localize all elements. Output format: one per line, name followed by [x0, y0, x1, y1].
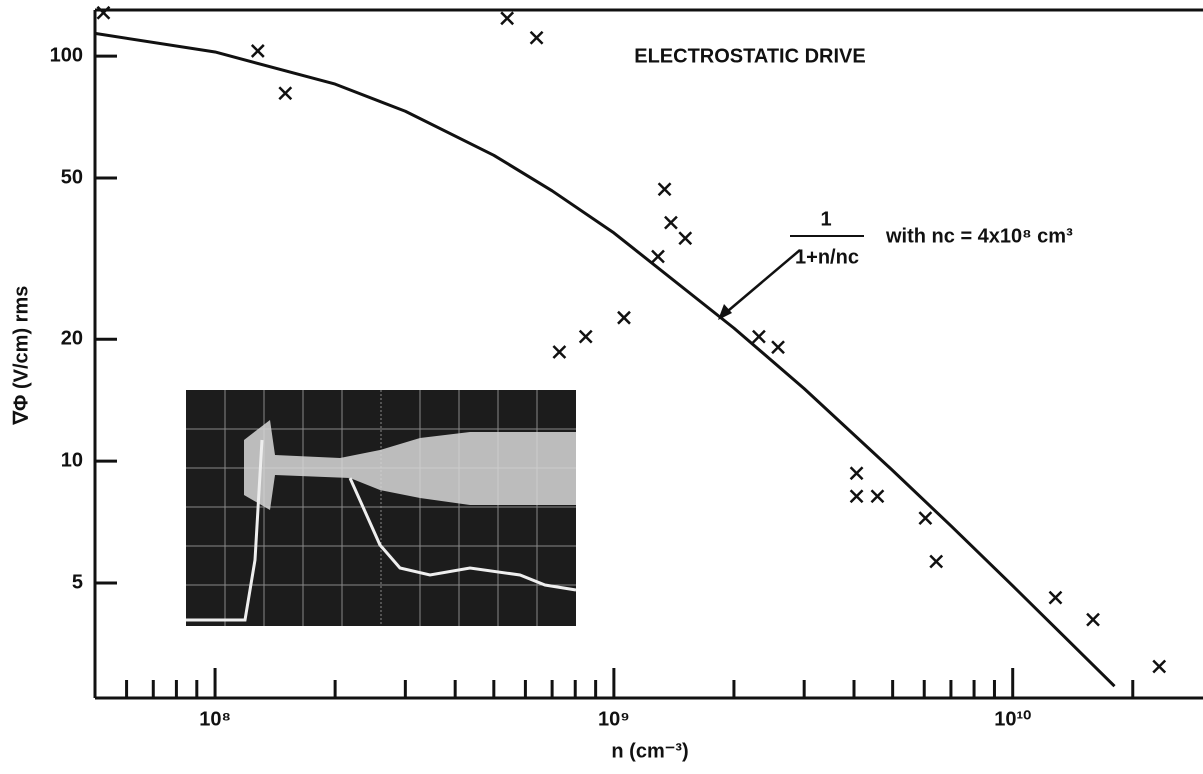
data-point — [250, 44, 265, 58]
y-tick-label: 5 — [72, 571, 83, 593]
formula-numerator: 1 — [820, 208, 831, 230]
data-point — [651, 249, 665, 264]
formula-denominator: 1+n/nc — [795, 246, 859, 268]
y-tick-label: 100 — [50, 44, 83, 66]
chart-title: ELECTROSTATIC DRIVE — [634, 45, 865, 67]
data-point — [529, 30, 544, 45]
data-point — [870, 489, 885, 504]
data-point — [771, 340, 785, 355]
inset-envelope — [244, 420, 576, 510]
y-tick-label: 50 — [61, 166, 83, 188]
fit-curve — [94, 31, 1116, 688]
data-point — [1152, 659, 1167, 674]
data-point — [552, 345, 567, 359]
data-point — [278, 86, 293, 101]
annotation-arrow — [721, 249, 801, 317]
data-point — [1048, 590, 1063, 605]
data-point — [617, 310, 631, 325]
data-point — [849, 466, 864, 481]
x-axis-title: n (cm⁻³) — [611, 740, 688, 762]
oscilloscope-inset — [186, 390, 577, 626]
x-tick-label: 10⁹ — [598, 708, 630, 730]
x-tick-label: 10¹⁰ — [994, 708, 1031, 730]
data-point — [918, 511, 933, 526]
y-tick-label: 20 — [61, 327, 83, 349]
y-tick-label: 10 — [61, 449, 83, 471]
data-point — [752, 329, 766, 344]
data-point — [500, 11, 515, 26]
data-point — [578, 329, 593, 344]
data-point — [849, 489, 864, 504]
data-point — [678, 231, 693, 246]
data-point — [657, 182, 672, 197]
formula-text: with nc = 4x10⁸ cm³ — [885, 225, 1073, 247]
data-point — [929, 554, 944, 569]
arrow-head — [718, 304, 732, 320]
x-tick-label: 10⁸ — [199, 708, 231, 730]
data-point — [96, 5, 111, 20]
data-point — [664, 215, 678, 230]
inset-trace — [186, 439, 577, 622]
y-axis-title: ∇Φ (V/cm) rms — [10, 286, 32, 426]
data-point — [1086, 612, 1100, 627]
